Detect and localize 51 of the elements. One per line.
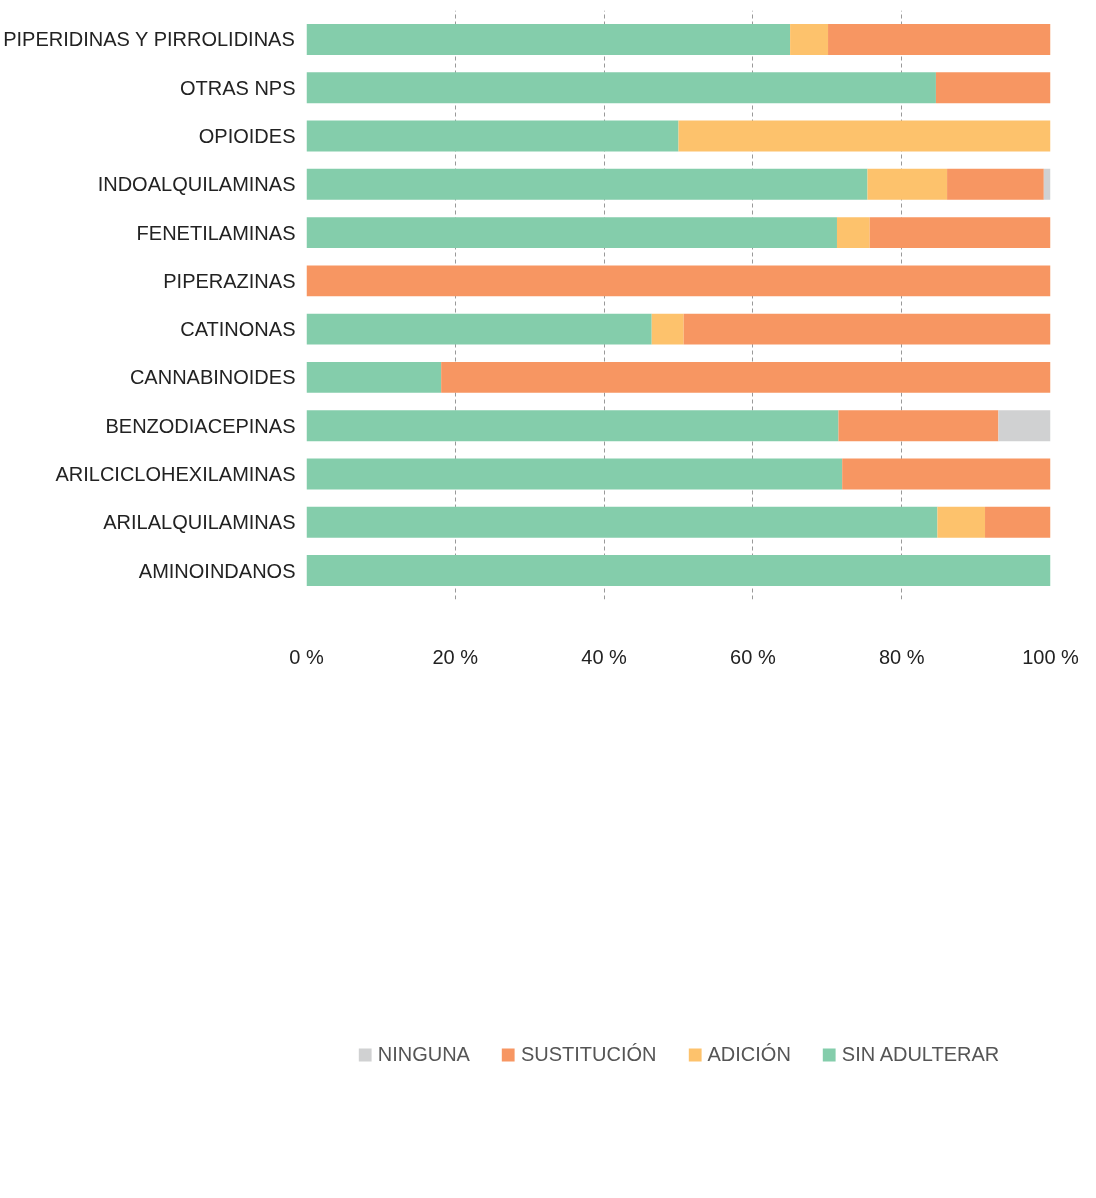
bar — [306, 168, 868, 200]
bar — [985, 506, 1051, 538]
y-tick-label: ARILCICLOHEXILAMINAS — [55, 462, 296, 485]
bar — [306, 361, 442, 393]
bar — [867, 168, 948, 200]
y-tick-label: PIPERIDINAS Y PIRROLIDINAS — [3, 28, 295, 51]
bar — [306, 506, 938, 538]
bar — [1043, 168, 1051, 200]
bar — [306, 313, 652, 345]
bar — [651, 313, 684, 345]
bar — [306, 217, 837, 249]
bar — [678, 120, 1051, 152]
y-tick-label: INDOALQUILAMINAS — [97, 173, 296, 196]
y-tick-label: PIPERAZINAS — [163, 269, 296, 292]
x-tick-label: 0 % — [289, 645, 324, 668]
bar — [683, 313, 1051, 345]
x-tick-label: 20 % — [432, 645, 479, 668]
bar — [306, 265, 1051, 297]
legend-label: NINGUNA — [377, 1042, 470, 1066]
bar — [998, 410, 1051, 442]
bar — [441, 361, 1051, 393]
bar — [947, 168, 1044, 200]
y-tick-label: CATINONAS — [180, 318, 296, 341]
bar — [828, 24, 1051, 55]
legend-label: SUSTITUCIÓN — [520, 1042, 657, 1066]
x-tick-label: 60 % — [730, 645, 776, 668]
y-tick-label: FENETILAMINAS — [136, 221, 296, 244]
bar — [935, 72, 1051, 104]
x-tick-label: 40 % — [581, 645, 628, 668]
bar — [836, 217, 870, 249]
bar — [306, 555, 1051, 586]
bar — [306, 410, 839, 442]
bar — [842, 458, 1051, 490]
x-tick-label: 100 % — [1022, 645, 1080, 668]
bar — [306, 24, 791, 55]
y-tick-label: AMINOINDANOS — [138, 559, 296, 582]
legend-label: ADICIÓN — [707, 1042, 791, 1066]
bar — [306, 458, 843, 490]
x-tick-label: 80 % — [878, 645, 925, 668]
bar — [937, 506, 986, 538]
y-tick-label: CANNABINOIDES — [129, 366, 296, 389]
bar — [869, 217, 1051, 249]
bar — [306, 72, 936, 104]
bar — [838, 410, 999, 442]
bar — [790, 24, 829, 55]
y-tick-label: OPIOIDES — [198, 125, 296, 148]
bar — [306, 120, 679, 152]
y-tick-label: ARILALQUILAMINAS — [103, 511, 296, 534]
y-tick-label: OTRAS NPS — [179, 76, 296, 99]
y-tick-label: BENZODIACEPINAS — [105, 414, 296, 437]
legend-label: SIN ADULTERAR — [841, 1042, 1000, 1066]
